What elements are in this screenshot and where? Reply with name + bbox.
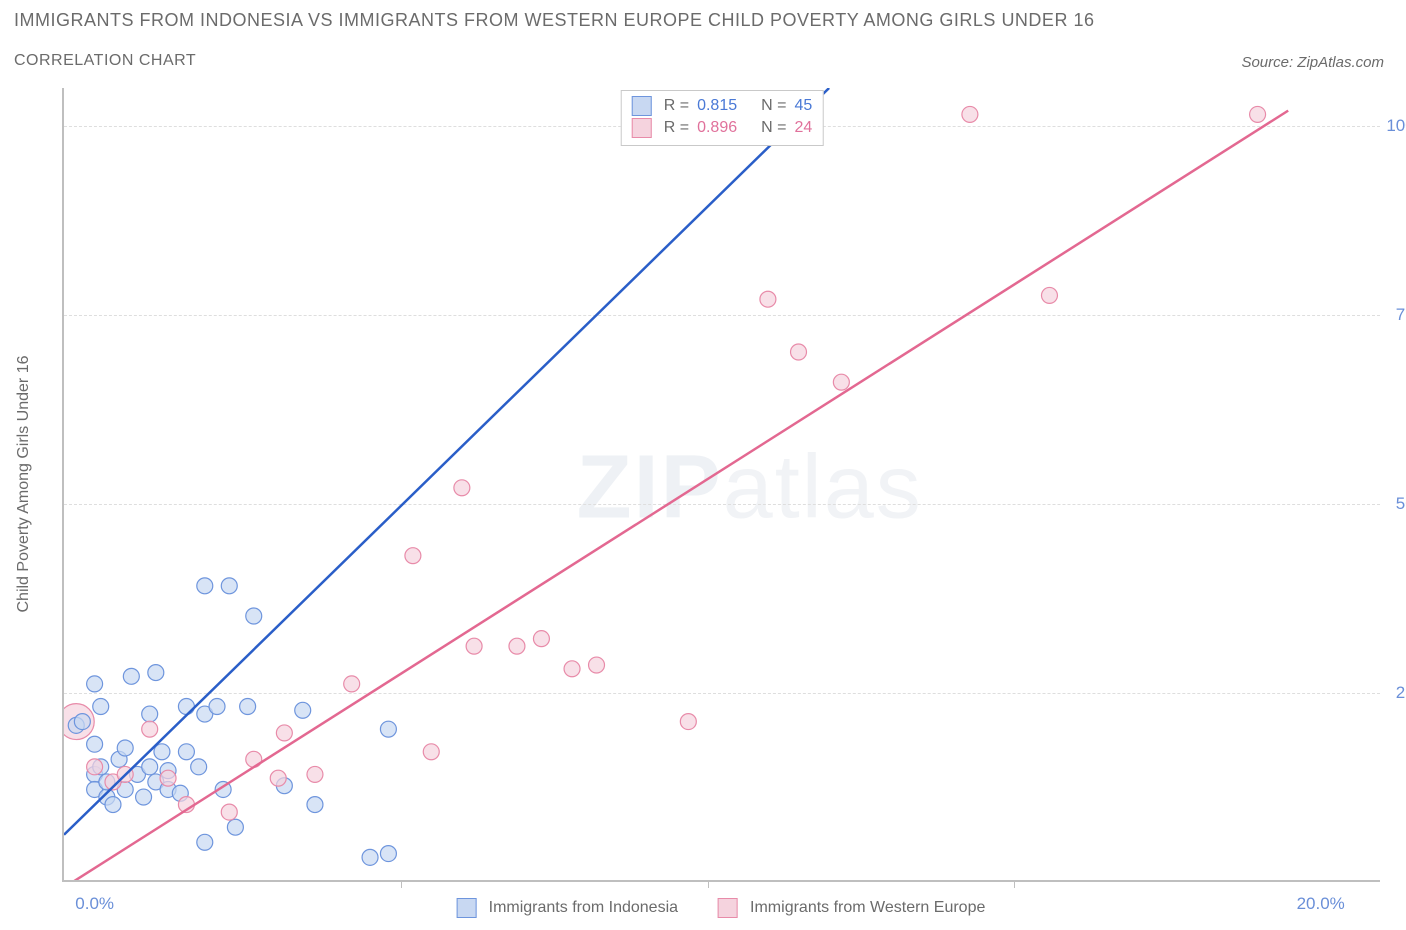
chart-svg <box>64 88 1380 880</box>
westeurope-point[interactable] <box>833 374 849 390</box>
legend-correlation-box: R = 0.815 N = 45 R = 0.896 N = 24 <box>621 90 824 146</box>
westeurope-point[interactable] <box>307 766 323 782</box>
legend-swatch-icon <box>718 898 738 918</box>
indonesia-point[interactable] <box>209 699 225 715</box>
legend-correlation-row: R = 0.815 N = 45 <box>632 95 813 117</box>
indonesia-point[interactable] <box>191 759 207 775</box>
westeurope-point[interactable] <box>270 770 286 786</box>
indonesia-point[interactable] <box>227 819 243 835</box>
indonesia-regression-line <box>64 88 829 835</box>
indonesia-point[interactable] <box>295 702 311 718</box>
westeurope-point[interactable] <box>423 744 439 760</box>
legend-r-prefix: R = <box>664 95 689 117</box>
indonesia-point[interactable] <box>197 834 213 850</box>
westeurope-point[interactable] <box>87 759 103 775</box>
source-label: Source: ZipAtlas.com <box>1241 54 1384 71</box>
x-tick-mark <box>401 880 402 888</box>
indonesia-point[interactable] <box>142 706 158 722</box>
westeurope-point[interactable] <box>466 638 482 654</box>
legend-swatch-icon <box>632 118 652 138</box>
indonesia-point[interactable] <box>123 668 139 684</box>
indonesia-point[interactable] <box>136 789 152 805</box>
legend-r-value: 0.896 <box>697 117 737 139</box>
indonesia-point[interactable] <box>148 665 164 681</box>
y-tick-label: 75.0% <box>1396 305 1406 325</box>
legend-n-value: 45 <box>794 95 812 117</box>
westeurope-point[interactable] <box>1041 287 1057 303</box>
legend-swatch-icon <box>632 96 652 116</box>
westeurope-point[interactable] <box>533 631 549 647</box>
indonesia-point[interactable] <box>197 578 213 594</box>
chart-title: IMMIGRANTS FROM INDONESIA VS IMMIGRANTS … <box>14 10 1094 31</box>
indonesia-point[interactable] <box>178 744 194 760</box>
x-tick-label: 0.0% <box>75 894 114 914</box>
legend-series-label: Immigrants from Western Europe <box>750 899 985 917</box>
indonesia-point[interactable] <box>221 578 237 594</box>
indonesia-point[interactable] <box>178 699 194 715</box>
westeurope-point[interactable] <box>221 804 237 820</box>
legend-r-prefix: R = <box>664 117 689 139</box>
y-tick-label: 50.0% <box>1396 494 1406 514</box>
indonesia-point[interactable] <box>87 676 103 692</box>
indonesia-point[interactable] <box>240 699 256 715</box>
y-tick-label: 25.0% <box>1396 683 1406 703</box>
indonesia-point[interactable] <box>380 721 396 737</box>
legend-series-item[interactable]: Immigrants from Indonesia <box>457 898 678 918</box>
x-tick-label: 20.0% <box>1297 894 1345 914</box>
westeurope-point[interactable] <box>589 657 605 673</box>
indonesia-point[interactable] <box>74 714 90 730</box>
indonesia-point[interactable] <box>307 797 323 813</box>
indonesia-point[interactable] <box>380 846 396 862</box>
westeurope-point[interactable] <box>405 548 421 564</box>
westeurope-point[interactable] <box>276 725 292 741</box>
indonesia-point[interactable] <box>117 740 133 756</box>
legend-n-value: 24 <box>794 117 812 139</box>
y-axis-label: Child Poverty Among Girls Under 16 <box>15 356 33 613</box>
chart-subtitle: CORRELATION CHART <box>14 52 196 70</box>
legend-correlation-row: R = 0.896 N = 24 <box>632 117 813 139</box>
legend-series-label: Immigrants from Indonesia <box>489 899 678 917</box>
indonesia-point[interactable] <box>87 736 103 752</box>
legend-series-item[interactable]: Immigrants from Western Europe <box>718 898 985 918</box>
westeurope-point[interactable] <box>344 676 360 692</box>
y-tick-label: 100.0% <box>1386 116 1406 136</box>
indonesia-point[interactable] <box>105 797 121 813</box>
westeurope-point[interactable] <box>142 721 158 737</box>
westeurope-point[interactable] <box>1250 106 1266 122</box>
westeurope-point[interactable] <box>160 770 176 786</box>
plot-area: ZIPatlas 25.0%50.0%75.0%100.0%0.0%20.0% … <box>62 88 1380 882</box>
westeurope-point[interactable] <box>564 661 580 677</box>
legend-swatch-icon <box>457 898 477 918</box>
indonesia-point[interactable] <box>362 849 378 865</box>
legend-bottom: Immigrants from Indonesia Immigrants from… <box>457 898 986 918</box>
indonesia-point[interactable] <box>142 759 158 775</box>
indonesia-point[interactable] <box>93 699 109 715</box>
x-tick-mark <box>1014 880 1015 888</box>
indonesia-point[interactable] <box>246 608 262 624</box>
plot-container: ZIPatlas 25.0%50.0%75.0%100.0%0.0%20.0% … <box>62 88 1380 882</box>
westeurope-point[interactable] <box>509 638 525 654</box>
westeurope-point[interactable] <box>454 480 470 496</box>
westeurope-point[interactable] <box>962 106 978 122</box>
legend-n-prefix: N = <box>761 117 786 139</box>
westeurope-point[interactable] <box>791 344 807 360</box>
legend-r-value: 0.815 <box>697 95 737 117</box>
legend-n-prefix: N = <box>761 95 786 117</box>
westeurope-point[interactable] <box>760 291 776 307</box>
x-tick-mark <box>708 880 709 888</box>
westeurope-point[interactable] <box>680 714 696 730</box>
